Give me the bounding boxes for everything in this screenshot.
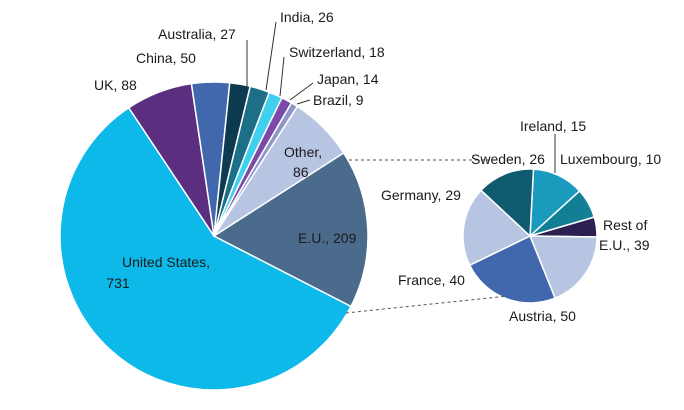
slice-e-u (212, 151, 369, 308)
label-luxembourg: Luxembourg, 10 (560, 151, 661, 167)
label-germany: Germany, 29 (381, 187, 461, 203)
eu-slice-germany (479, 168, 535, 238)
label-france: France, 40 (398, 272, 465, 288)
main-pie (59, 81, 369, 391)
label-rest-value: E.U., 39 (599, 237, 650, 253)
leader-line-japan (289, 82, 314, 101)
connector-line-bottom (345, 295, 509, 314)
eu-slice-france (462, 189, 532, 267)
leader-line-brazil (296, 99, 311, 105)
label-united-states-value: 731 (106, 275, 130, 291)
label-austria: Austria, 50 (509, 308, 576, 324)
label-rest-name: Rest of (603, 217, 647, 233)
label-united-states-name: United States, (122, 254, 210, 270)
label-brazil: Brazil, 9 (313, 92, 364, 108)
eu-slice-rest-of-e-u (528, 235, 598, 300)
label-other-value: 86 (293, 164, 309, 180)
label-uk: UK, 88 (94, 77, 137, 93)
label-japan: Japan, 14 (317, 71, 379, 87)
label-australia: Australia, 27 (158, 26, 236, 42)
eu-slice-austria (468, 234, 557, 304)
leader-line-switzerland (279, 56, 285, 97)
leader-line-india (265, 21, 277, 91)
label-china: China, 50 (136, 50, 196, 66)
label-ireland: Ireland, 15 (520, 118, 586, 134)
label-eu: E.U., 209 (298, 230, 357, 246)
slice-united-states (59, 106, 352, 391)
eu-breakdown-pie (462, 168, 598, 304)
label-india: India, 26 (280, 9, 334, 25)
label-sweden: Sweden, 26 (471, 151, 545, 167)
label-switzerland: Switzerland, 18 (289, 44, 385, 60)
label-other-name: Other, (284, 144, 322, 160)
